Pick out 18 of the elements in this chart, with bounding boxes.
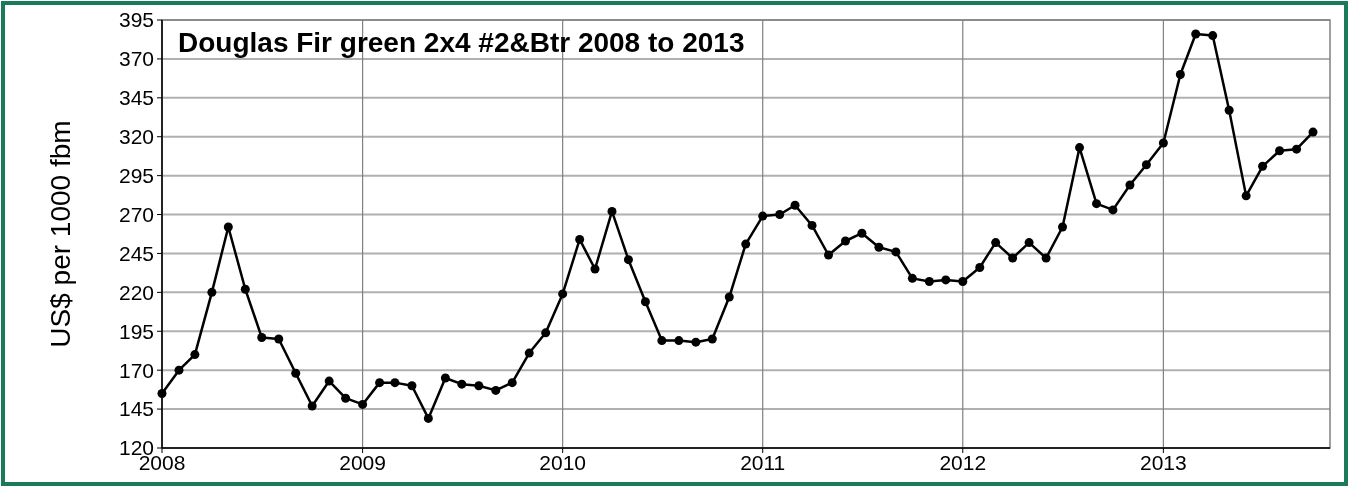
y-tick-label: 295 bbox=[118, 163, 154, 187]
y-axis-title: US$ per 1000 fbm bbox=[45, 120, 76, 348]
y-tick-label: 370 bbox=[118, 47, 154, 71]
chart-title: Douglas Fir green 2x4 #2&Btr 2008 to 2013 bbox=[178, 27, 745, 58]
y-tick-label: 345 bbox=[118, 86, 154, 110]
x-tick-label: 2012 bbox=[939, 451, 987, 474]
y-tick-label: 145 bbox=[118, 397, 154, 421]
y-tick-label: 195 bbox=[118, 319, 154, 343]
x-tick-label: 2010 bbox=[539, 451, 587, 474]
y-tick-label: 320 bbox=[118, 125, 154, 149]
x-tick-label: 2009 bbox=[339, 451, 386, 474]
y-tick-label: 170 bbox=[118, 358, 154, 382]
x-tick-label: 2013 bbox=[1140, 451, 1187, 474]
y-tick-label: 245 bbox=[118, 241, 154, 265]
y-tick-label: 220 bbox=[118, 280, 154, 304]
x-tick-label: 2011 bbox=[740, 451, 786, 474]
y-tick-label: 270 bbox=[118, 202, 154, 226]
y-tick-label: 395 bbox=[118, 8, 154, 32]
